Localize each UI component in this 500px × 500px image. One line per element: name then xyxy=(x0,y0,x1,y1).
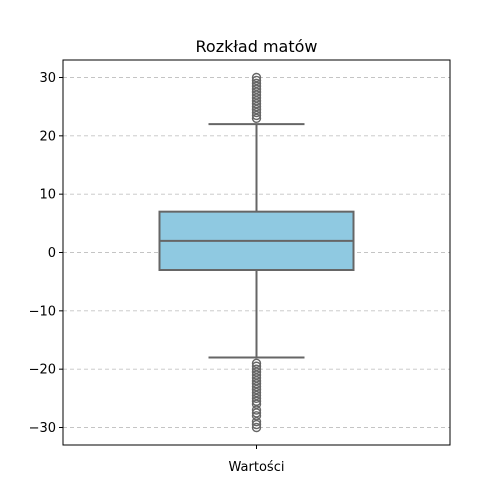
outlier-point xyxy=(251,364,262,374)
outlier-point xyxy=(251,399,262,409)
outlier-point xyxy=(251,110,262,121)
x-tick-label: Wartości xyxy=(229,460,285,475)
box-group xyxy=(158,123,355,359)
outlier-point xyxy=(251,390,262,401)
outlier-point xyxy=(251,81,262,91)
outlier-point xyxy=(251,384,262,395)
outlier-point xyxy=(251,396,262,406)
outlier-point xyxy=(251,405,262,415)
x-axis-ticks: Wartości xyxy=(229,445,285,475)
y-tick-label: 30 xyxy=(39,71,56,86)
outlier-point xyxy=(251,376,262,386)
outlier-point xyxy=(251,72,262,83)
outlier-point xyxy=(251,381,262,392)
outlier-point xyxy=(251,370,262,380)
outlier-point xyxy=(251,387,262,398)
outlier-point xyxy=(251,101,262,112)
y-tick-label: 0 xyxy=(48,246,56,261)
outlier-point xyxy=(251,104,262,115)
outlier-point xyxy=(251,99,262,109)
outlier-point xyxy=(251,90,262,100)
outlier-point xyxy=(251,393,262,404)
outlier-point xyxy=(251,361,262,371)
outlier-point xyxy=(251,87,262,97)
outlier-point xyxy=(251,75,262,86)
outlier-point xyxy=(251,113,262,124)
outlier-point xyxy=(251,93,262,103)
outlier-point xyxy=(251,358,262,369)
outlier-point xyxy=(251,373,262,383)
outlier-point xyxy=(251,367,262,377)
y-tick-label: 20 xyxy=(39,129,56,144)
outlier-point xyxy=(251,78,262,89)
chart-title: Rozkład matów xyxy=(196,37,318,56)
grid-lines xyxy=(63,77,450,428)
outlier-point xyxy=(251,419,262,430)
y-tick-label: −20 xyxy=(29,363,56,378)
outliers-group xyxy=(251,72,262,433)
y-tick-label: −10 xyxy=(29,304,56,319)
y-axis-ticks: 30 20 10 0 −10 −20 −30 xyxy=(29,71,63,436)
y-tick-label: 10 xyxy=(39,188,56,203)
outlier-point xyxy=(251,84,262,94)
outlier-point xyxy=(251,422,262,433)
outlier-point xyxy=(251,107,262,118)
outlier-point xyxy=(251,408,262,418)
outlier-point xyxy=(251,96,262,106)
y-tick-label: −30 xyxy=(29,421,56,436)
outlier-point xyxy=(251,379,262,389)
outlier-point xyxy=(251,416,262,427)
outlier-point xyxy=(251,411,262,421)
